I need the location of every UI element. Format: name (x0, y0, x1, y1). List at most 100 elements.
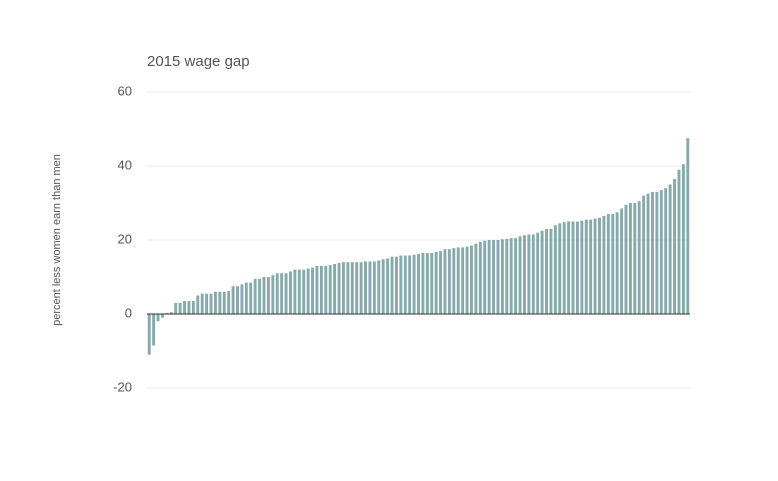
bar (677, 169, 681, 314)
bar (390, 256, 394, 314)
bar (249, 282, 253, 314)
bar (492, 240, 496, 314)
bar (478, 241, 482, 314)
bar (280, 273, 284, 314)
bar (293, 269, 297, 314)
bar (628, 203, 632, 314)
bar (403, 255, 407, 314)
bar (602, 215, 606, 314)
bar (218, 291, 222, 314)
bar (377, 260, 381, 314)
bar (174, 302, 178, 314)
bar (571, 221, 575, 314)
bar (567, 221, 571, 314)
bar (386, 258, 390, 314)
bar (231, 286, 235, 314)
bar (505, 238, 509, 314)
bar (209, 293, 213, 314)
bar (668, 184, 672, 314)
bar (328, 265, 332, 314)
bar (169, 312, 173, 314)
bar (443, 249, 447, 314)
bar (673, 178, 677, 314)
y-axis-label: percent less women earn than men (51, 154, 63, 326)
bar (514, 238, 518, 314)
bar (589, 219, 593, 314)
bar (315, 265, 319, 314)
bar (584, 219, 588, 314)
bar (205, 293, 209, 314)
bar (642, 195, 646, 314)
bar (350, 262, 354, 314)
bar (302, 269, 306, 314)
bar (253, 278, 257, 314)
bar (227, 291, 231, 314)
bar (236, 286, 239, 314)
bar (598, 217, 601, 314)
y-tick-label: 0 (125, 305, 132, 320)
bar (633, 203, 637, 314)
bar (271, 275, 275, 314)
bar (258, 278, 262, 314)
bar (412, 254, 416, 314)
bar (408, 255, 412, 314)
bar (659, 190, 663, 314)
bar (319, 265, 323, 314)
bar (483, 240, 487, 314)
chart-title: 2015 wage gap (147, 53, 250, 70)
bar (417, 254, 420, 314)
bar (333, 264, 337, 314)
bar (500, 239, 504, 314)
bar (359, 262, 363, 314)
bar (496, 240, 500, 314)
bar (434, 251, 438, 314)
bar (447, 249, 451, 314)
bar (527, 234, 531, 314)
bar (275, 273, 279, 314)
y-tick-label: 20 (118, 231, 132, 246)
bar (324, 265, 328, 314)
bar (686, 138, 690, 314)
bar (399, 255, 403, 314)
bar (456, 247, 460, 314)
bar (522, 235, 526, 314)
bar (394, 256, 398, 314)
bar (355, 262, 359, 314)
bar (311, 267, 315, 314)
bar (152, 314, 156, 346)
bar (430, 252, 434, 314)
bar (465, 246, 469, 314)
bar (156, 314, 160, 322)
bar (425, 252, 429, 314)
bar (606, 214, 610, 314)
bar (147, 314, 151, 355)
bar (553, 225, 557, 314)
bar (655, 191, 659, 314)
bar (615, 212, 619, 314)
bar (262, 277, 266, 314)
y-tick-label: 40 (118, 157, 132, 172)
bar (364, 261, 367, 314)
bar (562, 222, 566, 314)
bar (470, 245, 473, 314)
bar (244, 282, 248, 314)
bar (646, 193, 650, 314)
bar (637, 201, 641, 314)
bar (611, 214, 615, 314)
bar (381, 259, 385, 314)
bar (580, 220, 584, 314)
bar (196, 295, 200, 314)
bar (187, 301, 191, 314)
bar (531, 234, 535, 314)
y-tick-label: 60 (118, 83, 132, 98)
bar (297, 269, 301, 314)
bar (368, 261, 372, 314)
bar (213, 291, 217, 314)
bar (372, 261, 376, 314)
bar (549, 228, 553, 314)
bar (306, 268, 310, 314)
bar (487, 240, 491, 314)
bar (575, 221, 579, 314)
bar (222, 291, 226, 314)
